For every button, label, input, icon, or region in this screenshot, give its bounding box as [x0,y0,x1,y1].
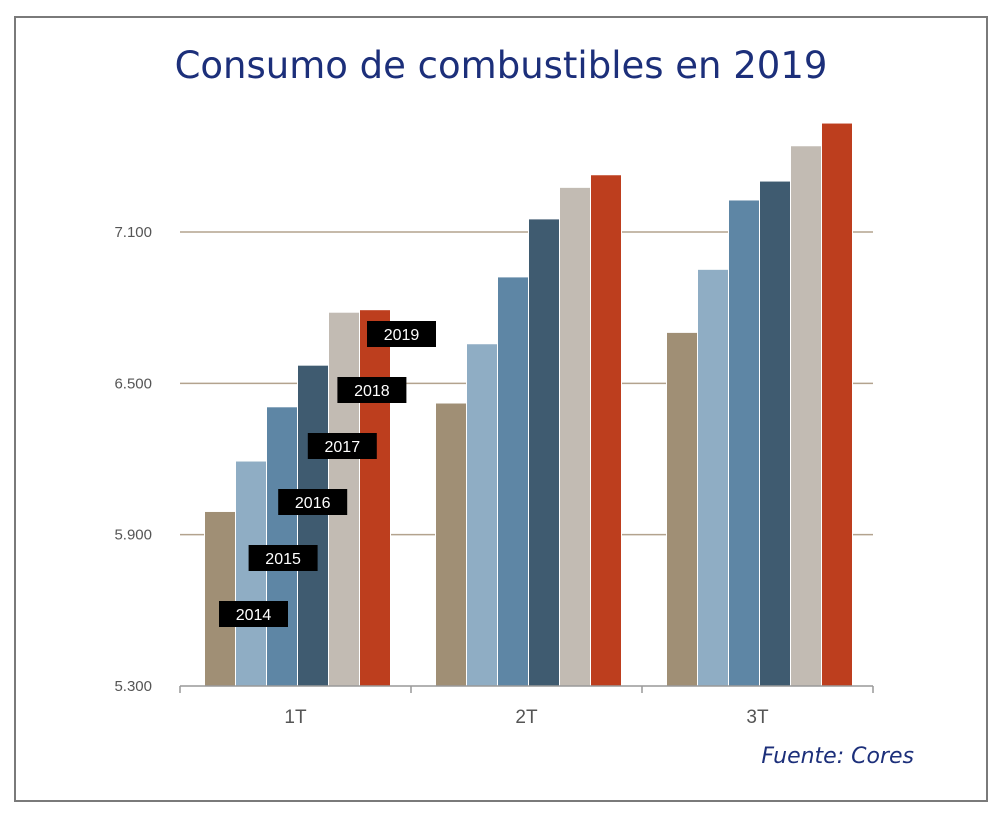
bar-2016-3T [729,200,759,686]
x-tick-label: 2T [515,707,538,728]
bar-2018-3T [791,146,821,686]
y-tick-label: 7.100 [114,224,152,241]
bar-2014-3T [667,332,697,686]
bar-2017-1T [298,365,328,686]
source-note: Fuente: Cores [761,744,914,769]
bar-2016-2T [498,277,528,686]
bar-2018-2T [560,187,590,686]
x-tick-label: 1T [284,707,307,728]
series-label-box [337,377,407,403]
series-label-box [219,601,288,627]
bar-2017-2T [529,219,559,686]
bar-2015-2T [467,344,497,686]
series-label-box [248,545,318,571]
series-label-2014: 2014 [236,607,272,624]
y-tick-label: 5.300 [114,678,152,695]
series-label-2015: 2015 [265,551,301,568]
series-label-2019: 2019 [384,327,420,344]
bar-2019-3T [822,123,852,687]
series-label-2017: 2017 [325,439,361,456]
series-label-2016: 2016 [295,495,331,512]
chart-title: Consumo de combustibles en 2019 [174,44,828,87]
y-tick-label: 5.900 [114,527,152,544]
bar-2019-2T [591,175,621,686]
bar-2015-1T [236,461,266,686]
y-tick-label: 6.500 [114,375,152,392]
series-label-box [367,321,436,347]
bar-2014-1T [205,511,235,686]
series-label-box [307,433,377,459]
bar-2015-3T [698,269,728,686]
bar-2014-2T [436,403,466,686]
chart-frame [14,16,988,802]
series-label-box [278,489,348,515]
bar-2017-3T [760,181,790,687]
series-label-2018: 2018 [354,383,390,400]
bar-2019-1T [360,310,390,686]
x-tick-label: 3T [746,707,769,728]
